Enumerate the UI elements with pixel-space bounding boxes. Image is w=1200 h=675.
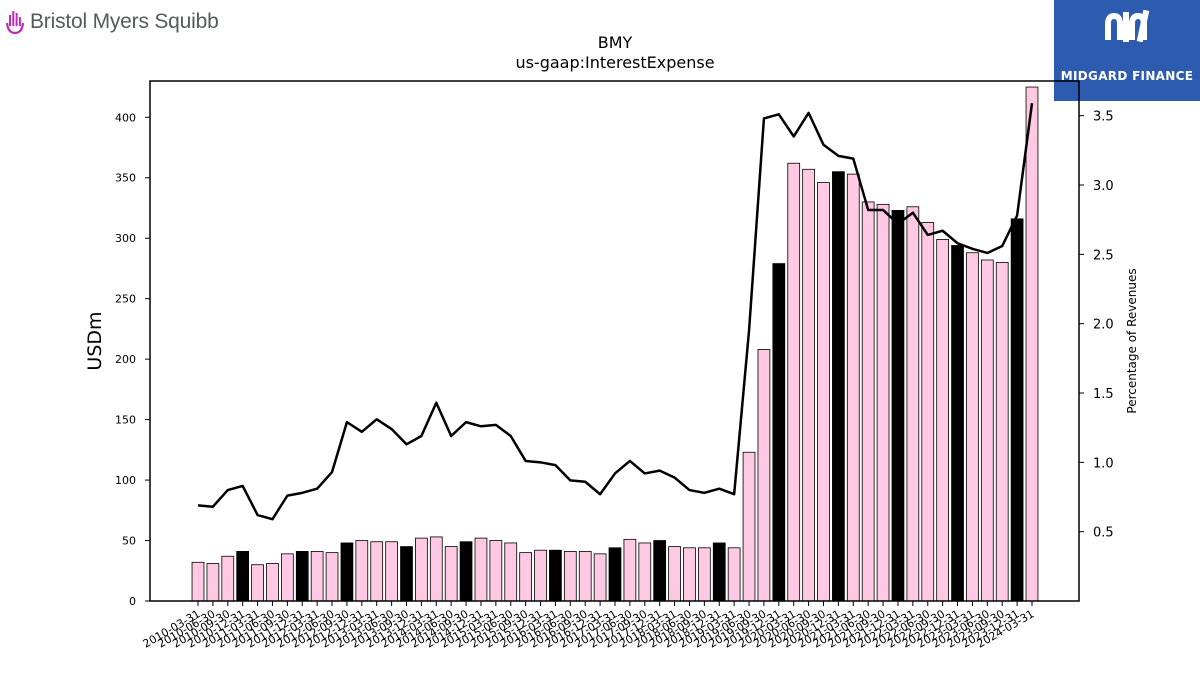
bar-2022-03-31 bbox=[906, 206, 920, 602]
chart-title: BMY bbox=[598, 33, 633, 52]
y2-tick-label: 3.5 bbox=[1093, 110, 1114, 125]
bar-2023-09-30 bbox=[995, 261, 1009, 602]
y-axis-label: USDm bbox=[84, 311, 106, 370]
bar-2019-06-30 bbox=[742, 451, 756, 602]
company-logo: Bristol Myers Squibb bbox=[6, 6, 219, 38]
bar-2012-03-31 bbox=[310, 551, 324, 602]
bar-2014-12-31 bbox=[474, 537, 488, 602]
y-tick-label: 400 bbox=[115, 111, 136, 124]
bar-2011-03-31 bbox=[251, 564, 264, 602]
bar-2020-03-31 bbox=[787, 162, 801, 602]
midgard-finance-watermark: MIDGARD FINANCE bbox=[1054, 0, 1200, 101]
y2-tick-label: 3.0 bbox=[1093, 179, 1114, 194]
bar-2012-12-31 bbox=[355, 540, 369, 602]
x-axis-ticks: 2010-03-312010-06-302010-09-302010-12-31… bbox=[141, 601, 1037, 651]
y2-axis-label: Percentage of Revenues bbox=[1125, 268, 1139, 413]
y2-tick-label: 0.5 bbox=[1093, 526, 1114, 541]
company-logo-text: Bristol Myers Squibb bbox=[30, 10, 219, 33]
bar-2014-03-31 bbox=[429, 536, 443, 602]
chart-subtitle: us-gaap:InterestExpense bbox=[515, 53, 714, 72]
midgard-logo-icon bbox=[1105, 9, 1150, 43]
company-logo-mark-icon bbox=[6, 11, 24, 35]
y2-tick-label: 1.0 bbox=[1093, 456, 1114, 471]
y2-axis-ticks: 0.5 1.0 1.5 2.0 2.5 3.0 3.5 bbox=[1079, 110, 1114, 541]
bar-2012-06-30 bbox=[325, 552, 339, 602]
bar-2010-06-30 bbox=[206, 563, 220, 602]
bar-2016-06-30 bbox=[563, 551, 577, 602]
y-tick-label: 350 bbox=[115, 172, 136, 185]
bar-2015-03-31 bbox=[489, 540, 503, 602]
bar-2023-03-31 bbox=[966, 252, 979, 602]
bar-2015-06-30 bbox=[504, 542, 518, 602]
bar-2022-12-31 bbox=[951, 245, 964, 602]
revenue-percentage-series bbox=[197, 103, 1034, 521]
bar-2017-09-30 bbox=[638, 542, 652, 602]
bar-2023-06-30 bbox=[980, 259, 994, 602]
y-tick-label: 100 bbox=[115, 474, 136, 487]
revenue-percentage-line bbox=[197, 103, 1034, 521]
bar-2021-06-30 bbox=[861, 201, 875, 602]
bar-2019-12-31 bbox=[772, 263, 786, 602]
bar-2015-12-31 bbox=[534, 549, 547, 602]
bar-2013-12-31 bbox=[415, 537, 428, 602]
bar-2020-06-30 bbox=[802, 168, 815, 602]
bar-2024-03-31 bbox=[1025, 86, 1039, 602]
y-tick-label: 150 bbox=[115, 414, 136, 427]
y2-tick-label: 2.5 bbox=[1093, 248, 1114, 263]
bar-2010-12-31 bbox=[236, 551, 250, 602]
bar-2015-09-30 bbox=[519, 552, 533, 602]
bar-2010-09-30 bbox=[221, 555, 235, 602]
bar-series bbox=[191, 86, 1039, 602]
bar-2019-09-30 bbox=[757, 349, 771, 602]
bar-2011-06-30 bbox=[266, 563, 279, 602]
bar-2018-09-30 bbox=[698, 547, 711, 602]
bar-2019-03-31 bbox=[727, 547, 741, 602]
watermark-text: MIDGARD FINANCE bbox=[1060, 69, 1194, 83]
bar-2014-09-30 bbox=[459, 541, 473, 602]
bar-2013-09-30 bbox=[400, 546, 413, 602]
bar-2016-12-31 bbox=[593, 553, 607, 602]
bar-2016-09-30 bbox=[578, 551, 592, 602]
bar-2021-09-30 bbox=[876, 203, 890, 602]
y-tick-label: 50 bbox=[122, 535, 136, 548]
bar-2022-06-30 bbox=[921, 222, 935, 602]
bar-2018-12-31 bbox=[712, 542, 726, 602]
bar-2020-09-30 bbox=[817, 182, 830, 602]
bar-2018-06-30 bbox=[683, 547, 696, 602]
bar-2017-12-31 bbox=[653, 540, 667, 602]
y-axis-ticks: 0 50 100 150 200 250 300 350 400 bbox=[115, 111, 150, 608]
bar-2022-09-30 bbox=[936, 239, 950, 602]
y-tick-label: 200 bbox=[115, 353, 136, 366]
bar-2013-03-31 bbox=[370, 541, 384, 602]
bar-2016-03-31 bbox=[549, 549, 562, 602]
bar-2011-09-30 bbox=[280, 553, 294, 602]
bar-2017-03-31 bbox=[608, 547, 622, 602]
bar-2010-03-31 bbox=[191, 561, 205, 602]
bar-2014-06-30 bbox=[444, 546, 458, 602]
y-tick-label: 0 bbox=[129, 595, 136, 608]
bar-2018-03-31 bbox=[668, 546, 681, 602]
y-tick-label: 250 bbox=[115, 293, 136, 306]
bar-2021-03-31 bbox=[846, 173, 860, 602]
bar-2020-12-31 bbox=[832, 171, 845, 602]
bar-2012-09-30 bbox=[340, 542, 354, 602]
y-tick-label: 300 bbox=[115, 232, 136, 245]
y2-tick-label: 1.5 bbox=[1093, 387, 1114, 402]
bar-2013-06-30 bbox=[385, 541, 398, 602]
bar-2017-06-30 bbox=[623, 538, 637, 602]
bar-2023-12-31 bbox=[1010, 218, 1024, 602]
y2-tick-label: 2.0 bbox=[1093, 318, 1114, 333]
bar-2011-12-31 bbox=[295, 551, 309, 602]
bar-2021-12-31 bbox=[891, 209, 905, 602]
